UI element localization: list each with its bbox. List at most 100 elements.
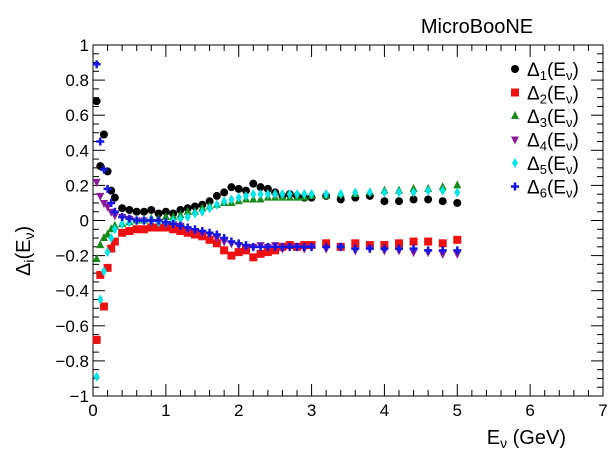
data-point [176, 221, 185, 230]
data-point [453, 198, 462, 207]
data-point [249, 179, 258, 188]
data-point [438, 246, 447, 255]
legend-item-2: Δ2(Eν) [511, 84, 579, 107]
data-point [96, 270, 105, 279]
data-point [234, 184, 243, 193]
data-point [395, 244, 403, 253]
data-point [183, 223, 192, 232]
data-point [191, 202, 199, 211]
data-point [205, 235, 214, 244]
data-point [409, 244, 418, 253]
data-point [271, 242, 280, 251]
data-point [453, 246, 462, 255]
data-point [453, 235, 462, 244]
legend-item-6: Δ6(Eν) [511, 178, 579, 201]
data-point [380, 244, 389, 253]
data-point [118, 228, 127, 237]
data-point [184, 211, 191, 222]
data-point [161, 218, 170, 227]
legend-label: Δ5(Eν) [527, 154, 579, 177]
data-point [92, 60, 101, 69]
series-2 [92, 223, 462, 344]
data-point [110, 237, 119, 246]
data-point [235, 192, 242, 203]
data-point [140, 225, 148, 234]
data-point [213, 199, 220, 210]
data-point [336, 195, 345, 204]
legend-marker [511, 88, 519, 97]
data-point [228, 194, 235, 205]
data-point [147, 216, 156, 225]
data-point [176, 227, 185, 236]
data-point [220, 188, 229, 197]
legend-label: Δ6(Eν) [527, 178, 579, 201]
data-point [103, 203, 112, 212]
data-point [100, 266, 107, 277]
axis-ticks [92, 44, 604, 397]
data-point [154, 216, 163, 225]
data-point [111, 224, 118, 235]
data-point [323, 189, 330, 200]
data-point [191, 225, 199, 234]
data-point [439, 185, 446, 196]
y-tick-label: −0.8 [55, 352, 89, 371]
data-point [96, 192, 105, 201]
legend-label: Δ3(Eν) [527, 107, 579, 130]
data-point [212, 191, 221, 200]
data-point [119, 219, 126, 230]
data-point [199, 206, 206, 217]
legend-item-1: Δ1(Eν) [511, 60, 579, 83]
data-point [161, 211, 170, 220]
x-tick-label: 4 [380, 401, 389, 420]
y-tick-label: 0.6 [65, 106, 89, 125]
legend-item-5: Δ5(Eν) [512, 154, 579, 177]
x-axis-title-sub: ν [500, 435, 507, 451]
x-tick-label: 2 [234, 401, 243, 420]
data-point [192, 208, 198, 219]
data-point [409, 195, 418, 204]
legend-item-3: Δ3(Eν) [511, 107, 579, 130]
data-point [301, 189, 308, 200]
x-axis-title-rest: (GeV) [507, 427, 566, 449]
data-point [92, 178, 101, 187]
data-point [300, 242, 309, 251]
legend-marker [512, 158, 518, 168]
data-point [279, 189, 286, 200]
data-point [365, 244, 374, 253]
data-point [227, 251, 236, 260]
data-point [183, 206, 192, 215]
legend-marker [511, 136, 519, 145]
data-point [212, 235, 221, 244]
legend-marker [511, 111, 519, 119]
data-point [110, 212, 119, 221]
data-point [263, 184, 272, 193]
data-point [147, 223, 156, 232]
data-point [96, 162, 105, 171]
data-point [409, 249, 418, 258]
data-point [278, 242, 287, 251]
data-point [249, 253, 258, 262]
data-point [104, 247, 111, 258]
data-point [140, 216, 148, 225]
data-point [336, 242, 345, 251]
data-point [453, 250, 462, 259]
x-tick-label: 7 [598, 401, 607, 420]
data-point [125, 214, 134, 223]
data-point [409, 237, 418, 246]
data-point [198, 227, 207, 236]
legend-label: Δ2(Eν) [527, 84, 579, 107]
data-point [99, 165, 108, 174]
data-point [438, 239, 447, 248]
data-point [176, 205, 185, 214]
data-point [366, 187, 373, 198]
data-point [110, 193, 119, 202]
x-tick-label: 3 [307, 401, 316, 420]
data-point [118, 204, 127, 213]
x-axis-title: Eν (GeV) [487, 427, 566, 451]
x-tick-label: 0 [88, 401, 97, 420]
y-tick-label: 0.2 [65, 176, 89, 195]
data-point [103, 184, 112, 193]
data-point [107, 198, 116, 207]
data-point [110, 207, 119, 216]
